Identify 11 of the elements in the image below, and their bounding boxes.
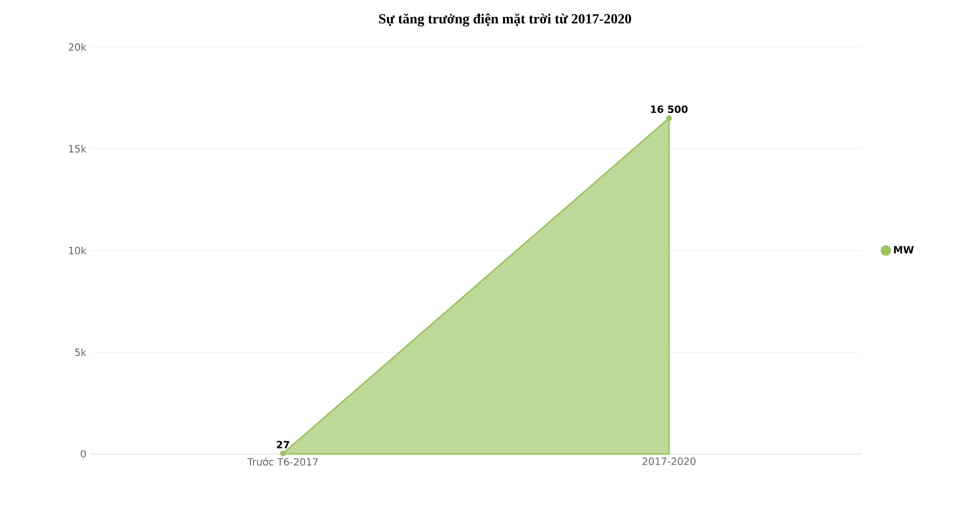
y-tick-label: 10k — [69, 246, 86, 254]
data-label: 16 500 — [651, 105, 688, 114]
y-tick-label: 20k — [68, 43, 86, 51]
y-tick-label: 5k — [75, 348, 86, 356]
y-tick-label: 15k — [69, 144, 86, 153]
x-tick-label: Trước T6-2017 — [247, 458, 318, 466]
chart-title: Sự tăng trưởng điện mặt trời từ 2017-2020 — [379, 14, 632, 26]
legend-label: MW — [894, 246, 914, 254]
data-label: 27 — [276, 440, 290, 448]
y-tick-label: 0 — [80, 450, 86, 458]
x-tick-label: 2017-2020 — [642, 457, 696, 466]
